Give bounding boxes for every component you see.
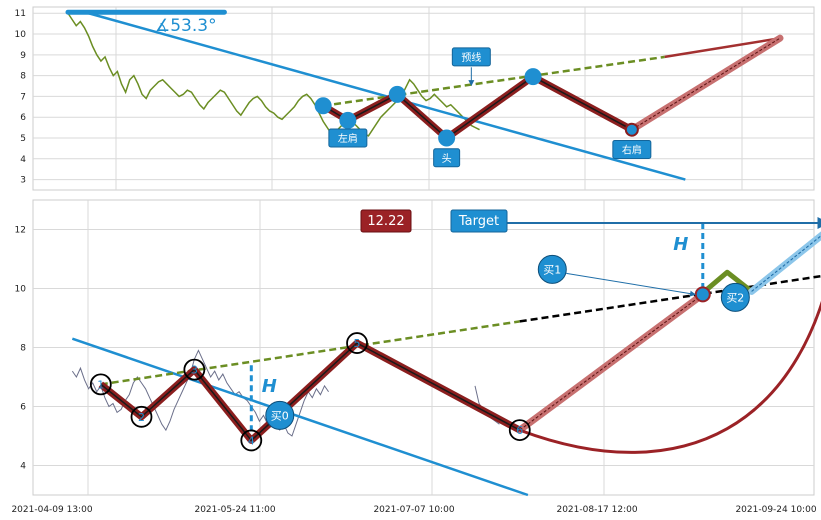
bottom-pattern-line — [100, 342, 521, 442]
bottom-neckline-green — [100, 320, 520, 386]
neckline-label-box — [451, 47, 491, 67]
left-shoulder-label-text: 左肩 — [338, 132, 358, 145]
left-shoulder-label-box — [328, 128, 368, 148]
bottom-down-trend-line — [71, 337, 529, 497]
price-series-line — [67, 12, 480, 137]
top-y-tick-label: 9 — [20, 51, 26, 61]
neckline-label-text: 预线 — [461, 51, 481, 64]
top-y-tick-label: 4 — [20, 155, 26, 165]
buy1-pointer — [566, 272, 696, 297]
pivot-label: 2 — [138, 411, 145, 424]
top-y-tick-label: 6 — [20, 113, 26, 123]
top-pattern-node — [438, 129, 456, 147]
pivot-label: 3 — [191, 364, 198, 377]
bottom-y-tick-label: 10 — [15, 285, 27, 295]
pivot-label: 1 — [97, 378, 104, 391]
target-price-box — [360, 209, 412, 233]
target-label-box — [450, 209, 508, 233]
buy-point-label: 买2 — [726, 291, 744, 304]
pivot-label: 4 — [248, 434, 255, 447]
h-label-right: H — [673, 234, 688, 255]
bottom-neckline-black — [519, 274, 821, 323]
bottom-y-tick-label: 6 — [20, 403, 26, 413]
top-pattern-node — [314, 97, 332, 115]
x-tick-label: 2021-05-24 11:00 — [194, 505, 275, 515]
x-tick-label: 2021-09-24 10:00 — [735, 505, 816, 515]
right-shoulder-label-text: 右肩 — [622, 143, 642, 156]
top-y-tick-label: 8 — [20, 72, 26, 82]
top-neckline — [322, 55, 665, 108]
top-pattern-node — [339, 111, 357, 129]
pivot-circle — [346, 332, 368, 354]
x-tick-label: 2021-04-09 13:00 — [11, 505, 92, 515]
top-y-tick-label: 11 — [15, 9, 26, 19]
angle-label: ∡53.3° — [155, 16, 217, 36]
head-label-text: 头 — [442, 153, 452, 165]
top-y-tick-label: 7 — [20, 92, 26, 102]
top-chart-marks: 左肩头 右肩 预线 — [65, 9, 784, 181]
top-projection-cap-line — [664, 36, 781, 59]
pivot-circle — [89, 373, 112, 396]
retest-bump — [701, 269, 754, 295]
top-projection-line — [631, 37, 781, 131]
bottom-price-series — [71, 349, 329, 437]
target-band — [748, 231, 821, 295]
bottom-y-tick-label: 12 — [15, 226, 26, 236]
pivot-circle — [508, 419, 531, 442]
pivot-circle — [240, 429, 263, 452]
h-label-left: H — [262, 376, 277, 397]
pivot-label: 6 — [516, 424, 523, 437]
buy-point-bubble — [265, 400, 295, 430]
bottom-chart-marks: H H 1 2 3 4 5 6 买0 买1 买2 — [71, 217, 821, 497]
buy-point-bubble — [537, 254, 567, 284]
top-pattern-node — [624, 122, 639, 137]
top-pattern-node — [388, 85, 406, 103]
bottom-y-tick-label: 8 — [20, 344, 26, 354]
buy-point-bubble — [720, 282, 750, 312]
top-y-tick-label: 5 — [20, 134, 26, 144]
top-pattern-node — [524, 68, 542, 86]
pivot-circle — [130, 405, 153, 428]
pivot-circle — [183, 358, 206, 381]
buy-point-label: 买1 — [543, 263, 561, 276]
head-label-box — [433, 148, 461, 168]
target-label-text: Target — [458, 214, 499, 229]
entry-point-marker — [694, 286, 711, 303]
target-curve-arrow — [519, 300, 821, 454]
x-tick-label: 2021-08-17 12:00 — [556, 505, 637, 515]
target-price-text: 12.22 — [367, 214, 404, 229]
top-y-tick-label: 10 — [15, 30, 27, 40]
top-y-tick-label: 3 — [20, 176, 26, 186]
bottom-y-tick-label: 4 — [20, 462, 26, 472]
pivot-label: 5 — [354, 337, 361, 350]
bottom-projection-line — [519, 293, 704, 431]
right-shoulder-label-box — [612, 139, 652, 159]
x-tick-label: 2021-07-07 10:00 — [373, 505, 454, 515]
buy-point-label: 买0 — [271, 409, 289, 422]
